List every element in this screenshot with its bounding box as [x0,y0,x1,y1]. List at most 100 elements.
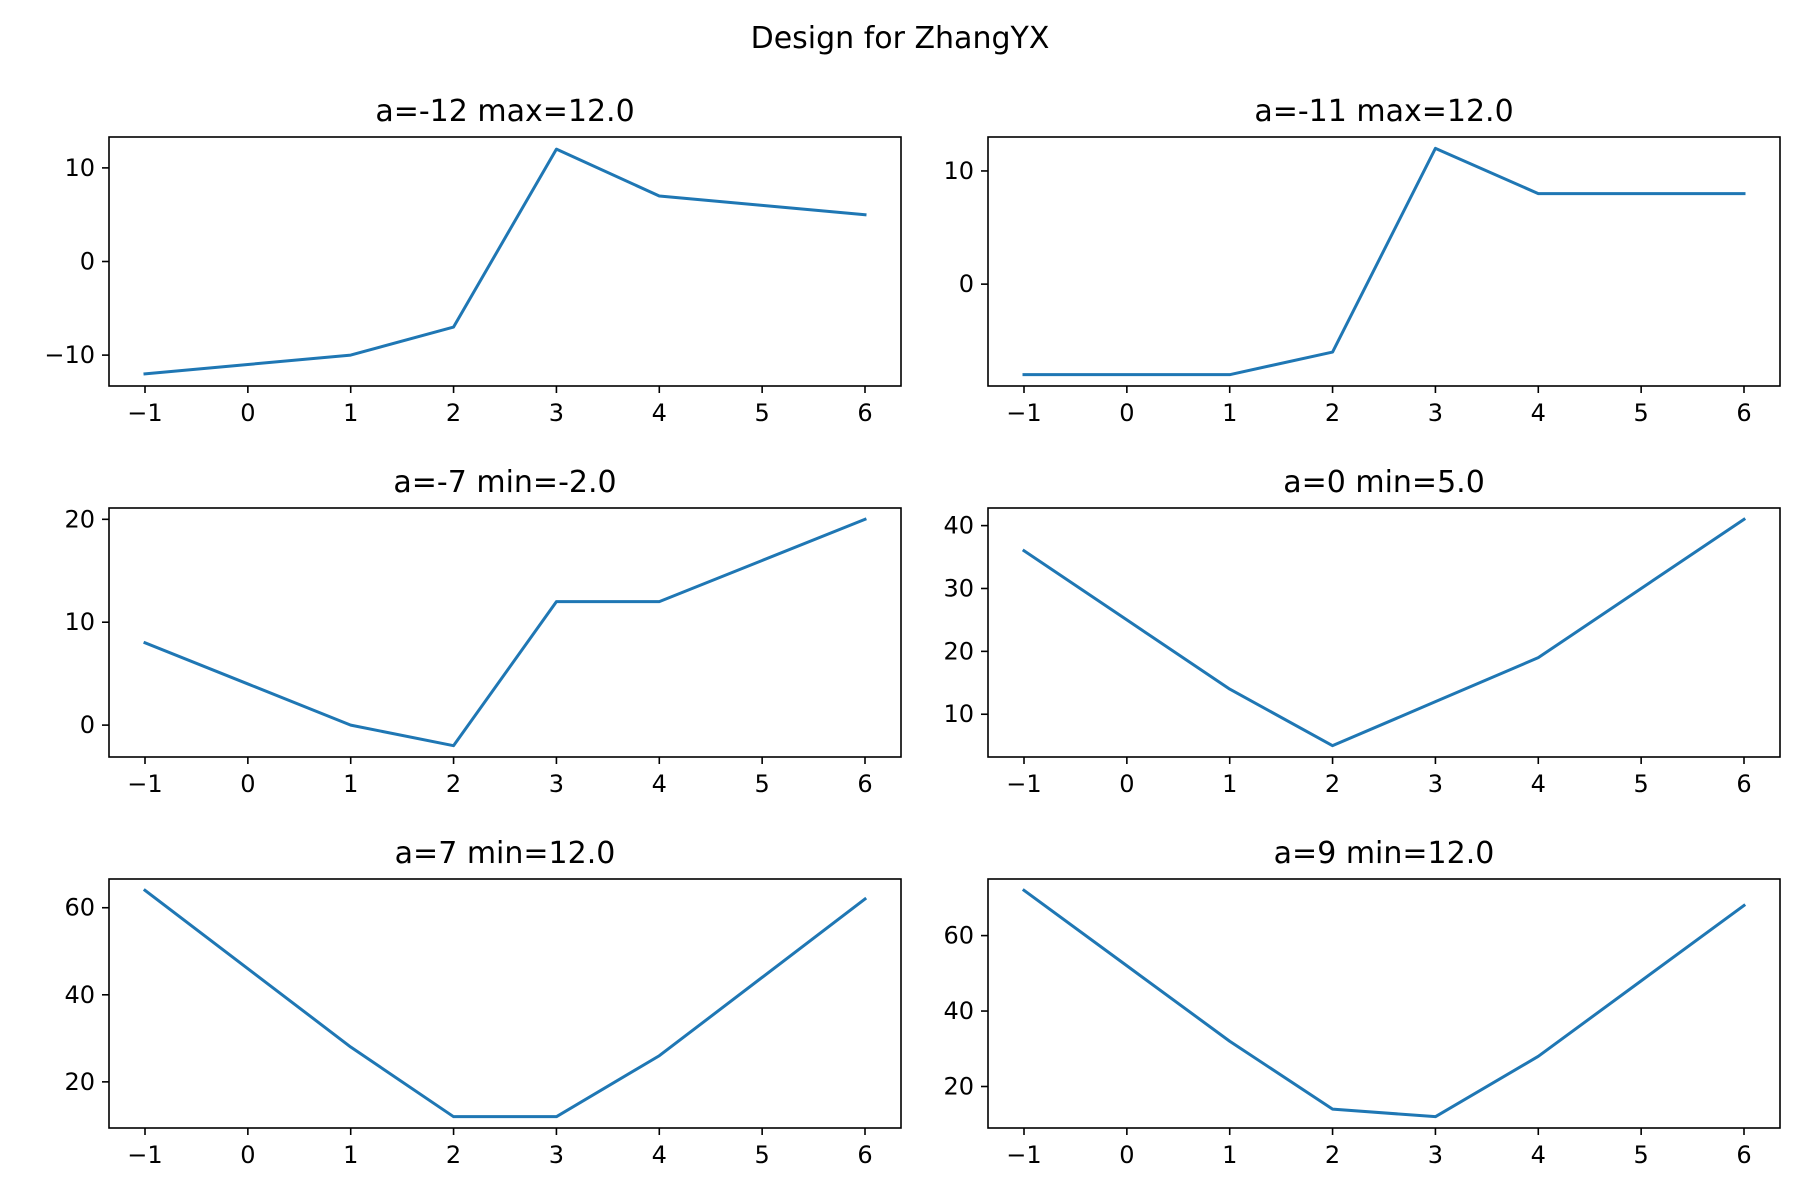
x-tick-label: 0 [1119,399,1134,427]
data-point [1124,372,1130,378]
x-tick-label: 2 [446,770,461,798]
data-point [245,681,251,687]
x-tick-label: 1 [343,399,358,427]
data-point [759,202,765,208]
data-point [1638,585,1644,591]
x-tick-label: 0 [1119,770,1134,798]
x-tick-label: 0 [240,1141,255,1169]
x-tick-label: 0 [240,770,255,798]
data-point [862,516,868,522]
axes-frame [108,136,902,387]
x-tick-label: 1 [1222,399,1237,427]
data-point [1227,686,1233,692]
x-tick-label: −1 [1006,770,1041,798]
series-line [1021,888,1747,1119]
y-tick-label: 10 [64,608,95,636]
data-point [553,599,559,605]
x-tick-label: 2 [1325,399,1340,427]
data-point [348,1044,354,1050]
subplot-title: a=-12 max=12.0 [375,94,634,129]
data-point [1535,191,1541,197]
axes-frame [108,878,902,1129]
data-point [142,371,148,377]
data-point [759,557,765,563]
x-tick-label: 1 [343,1141,358,1169]
x-tick-label: 3 [1428,399,1443,427]
x-tick-label: 5 [755,1141,770,1169]
data-point [1432,145,1438,151]
data-point [142,887,148,893]
data-point [1638,978,1644,984]
x-tick-label: 3 [549,1141,564,1169]
x-tick-label: 4 [1531,770,1546,798]
data-point [1741,902,1747,908]
series-line [143,517,867,748]
x-tick-label: 2 [446,399,461,427]
data-point [1021,372,1027,378]
data-point [1330,349,1336,355]
axes-frame [987,878,1781,1129]
y-tick-label: 0 [80,248,95,276]
x-tick-label: −1 [127,770,162,798]
data-point [656,193,662,199]
x-tick-label: 5 [1634,1141,1649,1169]
axes-frame [987,507,1781,758]
data-point [245,966,251,972]
x-tick-label: 3 [1428,770,1443,798]
y-tick-label: 40 [943,997,974,1025]
x-tick-label: 5 [1634,770,1649,798]
data-point [1227,1038,1233,1044]
y-tick-label: 0 [959,270,974,298]
series-line [1022,146,1746,377]
x-tick-label: 6 [857,399,872,427]
data-point [1741,516,1747,522]
y-tick-label: 10 [64,154,95,182]
data-point [759,974,765,980]
subplot-title: a=9 min=12.0 [1274,836,1495,871]
x-tick-label: 4 [652,1141,667,1169]
x-tick-label: 3 [1428,1141,1443,1169]
data-point [1741,191,1747,197]
axes-frame [108,507,902,758]
subplot-title: a=-11 max=12.0 [1254,94,1513,129]
x-tick-label: 3 [549,770,564,798]
subplot-6: a=9 min=12.0 −1 0 1 2 3 4 5 6 20 40 60 [943,836,1781,1169]
x-tick-label: 6 [1736,399,1751,427]
y-tick-label: −10 [44,341,95,369]
x-tick-label: 6 [857,770,872,798]
x-tick-label: −1 [1006,399,1041,427]
y-tick-label: 0 [80,711,95,739]
data-point [1432,1114,1438,1120]
x-tick-label: 2 [1325,770,1340,798]
data-point [1021,887,1027,893]
x-tick-label: 4 [1531,1141,1546,1169]
axes-frame [987,136,1781,387]
data-point [451,1114,457,1120]
y-tick-label: 40 [64,981,95,1009]
data-point [1535,655,1541,661]
data-point [656,1053,662,1059]
x-tick-label: 4 [652,770,667,798]
series-line [1021,517,1747,748]
x-tick-label: 0 [240,399,255,427]
figure-suptitle: Design for ZhangYX [751,21,1050,56]
subplot-title: a=0 min=5.0 [1283,465,1485,500]
subplot-title: a=-7 min=-2.0 [393,465,616,500]
subplot-4: a=0 min=5.0 −1 0 1 2 3 4 5 6 10 20 30 40 [943,465,1781,798]
subplot-5: a=7 min=12.0 −1 0 1 2 3 4 5 6 20 40 60 [64,836,902,1169]
data-point [862,896,868,902]
x-tick-label: 1 [1222,1141,1237,1169]
data-point [1124,963,1130,969]
subplot-3: a=-7 min=-2.0 −1 0 1 2 3 4 5 6 0 10 20 [64,465,902,798]
x-tick-label: 1 [1222,770,1237,798]
x-tick-label: −1 [127,399,162,427]
data-point [1330,1106,1336,1112]
x-tick-label: 6 [1736,1141,1751,1169]
x-tick-label: −1 [1006,1141,1041,1169]
data-point [553,146,559,152]
y-tick-label: 20 [943,637,974,665]
y-tick-label: 30 [943,574,974,602]
